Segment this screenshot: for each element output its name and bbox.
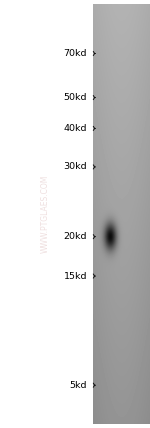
Text: WWW.PTGLAES.COM: WWW.PTGLAES.COM — [40, 175, 50, 253]
Text: 30kd: 30kd — [63, 162, 87, 172]
Text: 40kd: 40kd — [63, 124, 87, 133]
Text: 50kd: 50kd — [63, 93, 87, 102]
Text: 15kd: 15kd — [63, 271, 87, 281]
Text: 70kd: 70kd — [63, 49, 87, 58]
Text: 5kd: 5kd — [69, 380, 87, 390]
Text: 20kd: 20kd — [63, 232, 87, 241]
